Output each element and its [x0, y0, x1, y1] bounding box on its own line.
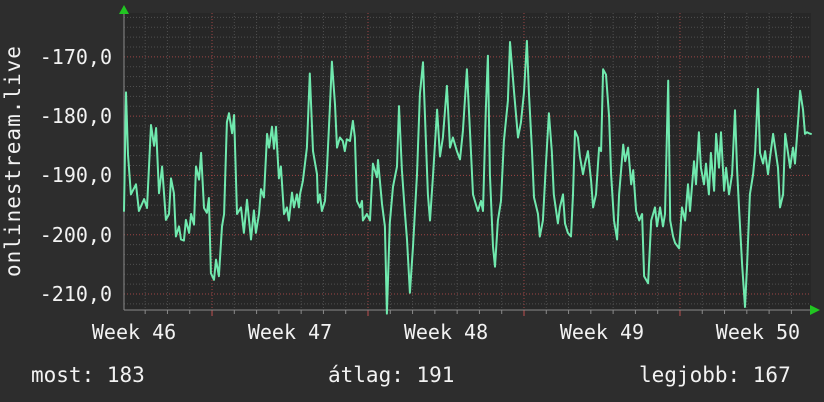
y-tick-label: -190,0: [39, 163, 112, 188]
x-axis-arrow-icon: [810, 305, 820, 315]
plot-area: [124, 13, 811, 310]
stat-average: átlag: 191: [328, 363, 455, 387]
x-tick-label: Week 47: [247, 320, 333, 344]
stat-best: legjobb: 167: [639, 363, 791, 387]
y-tick-label: -210,0: [39, 281, 112, 306]
y-axis-arrow-icon: [119, 5, 129, 14]
stat-most: most: 183: [31, 363, 145, 387]
line-chart-svg: [119, 5, 820, 316]
x-tick-label: Week 48: [403, 320, 489, 344]
x-tick-label: Week 50: [715, 320, 801, 344]
y-tick-label: -170,0: [39, 44, 112, 69]
x-tick-label: Week 49: [559, 320, 645, 344]
x-tick-label: Week 46: [91, 320, 177, 344]
y-tick-label: -180,0: [39, 104, 112, 129]
line-chart: [119, 5, 820, 316]
data-line: [123, 39, 812, 315]
y-tick-label: -200,0: [39, 222, 112, 247]
